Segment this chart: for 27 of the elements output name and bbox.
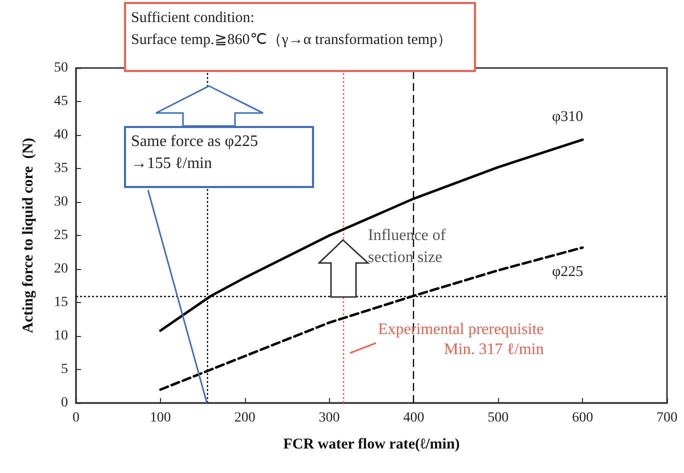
y-tick-label: 35 bbox=[54, 161, 68, 176]
y-tick-label: 20 bbox=[54, 262, 68, 276]
x-tick-label: 600 bbox=[572, 410, 594, 426]
x-tick-label: 200 bbox=[234, 410, 256, 426]
series-label: φ310 bbox=[552, 109, 584, 126]
ref-line-label: Experimental prerequisite Min. 317 ℓ/min bbox=[378, 320, 544, 360]
x-tick-label: 400 bbox=[403, 410, 424, 426]
y-tick-label: 0 bbox=[61, 396, 68, 410]
y-tick-label: 25 bbox=[54, 228, 68, 243]
y-tick-label: 40 bbox=[54, 128, 68, 142]
series-label: φ225 bbox=[552, 264, 584, 280]
y-tick-label: 45 bbox=[54, 94, 68, 109]
y-axis-title: Acting force to liquid core (N) bbox=[20, 138, 36, 334]
annotation: Same force as φ225 →155 ℓ/min bbox=[131, 132, 258, 174]
x-tick-label: 0 bbox=[72, 410, 80, 426]
y-tick-label: 5 bbox=[61, 362, 68, 377]
x-tick-label: 300 bbox=[318, 410, 340, 426]
text: Sufficient condition: Surface temp.≧860℃（γ→α transformation temp） bbox=[131, 9, 452, 50]
x-tick-label: 700 bbox=[656, 410, 678, 426]
x-tick-label: 100 bbox=[150, 410, 171, 426]
annotation: Influence of section size bbox=[368, 226, 446, 268]
y-tick-label: 15 bbox=[54, 295, 68, 310]
y-tick-label: 50 bbox=[54, 60, 68, 76]
y-tick-label: 30 bbox=[54, 194, 68, 210]
x-axis-title: FCR water flow rate(ℓ/min) bbox=[283, 436, 460, 452]
y-tick-label: 10 bbox=[54, 328, 68, 344]
x-tick-label: 500 bbox=[488, 410, 509, 426]
